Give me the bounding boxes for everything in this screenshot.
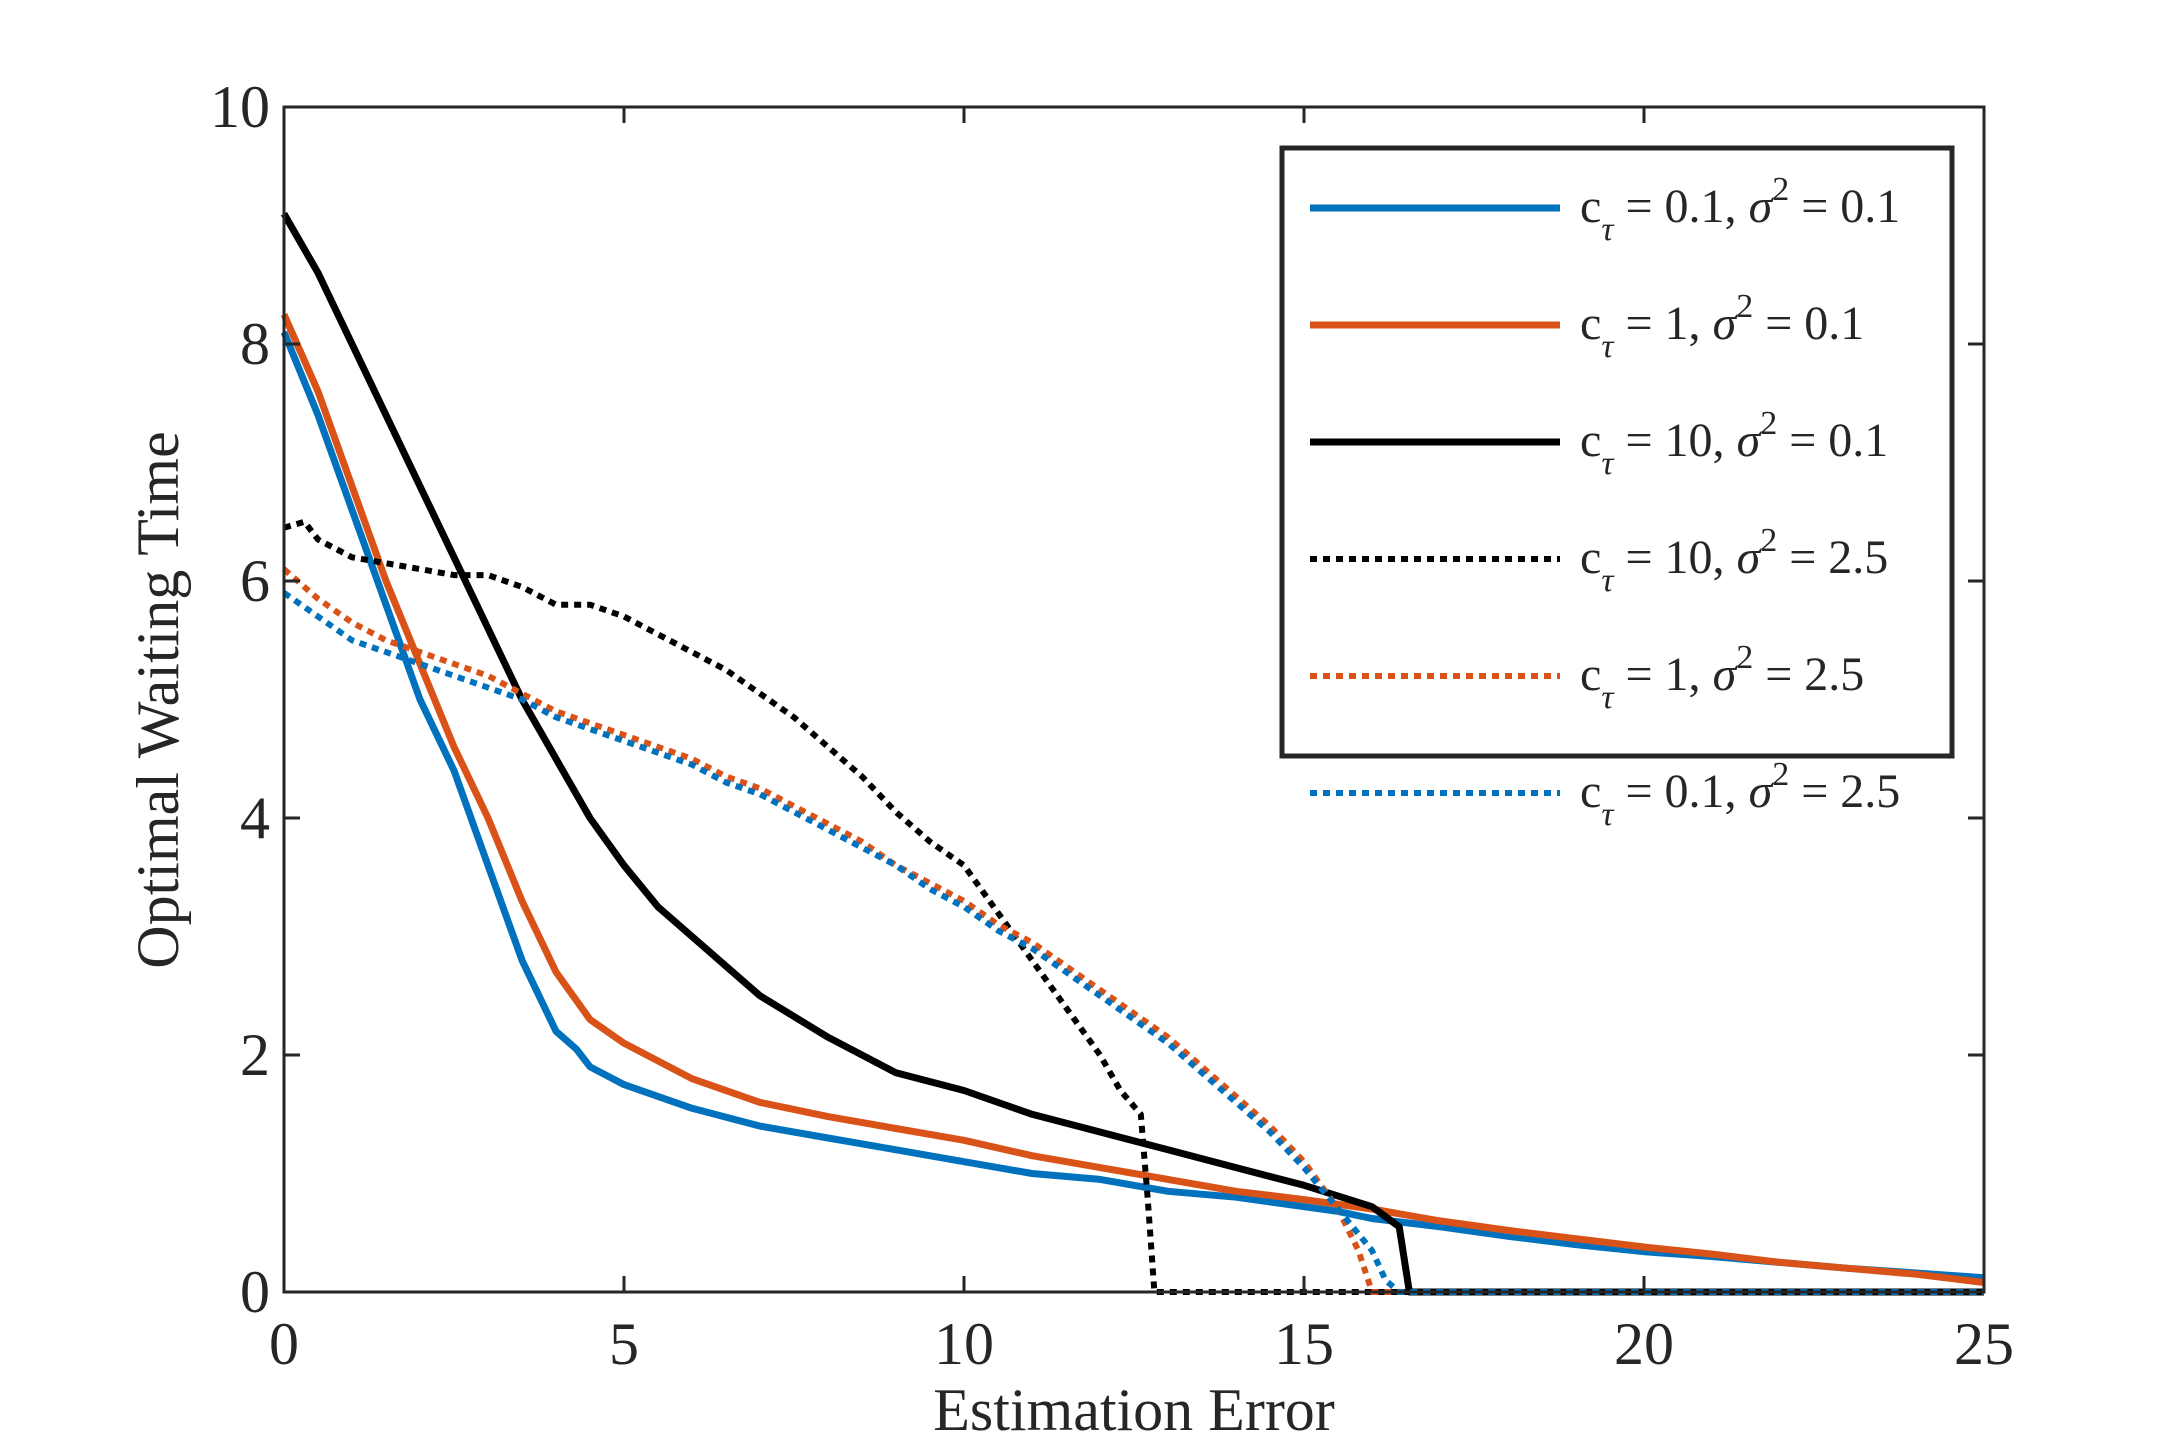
legend-label-4: cτ = 10, σ2 = 2.5 — [1580, 522, 1888, 599]
legend-box — [1279, 145, 1955, 759]
y-tick-label: 8 — [240, 311, 270, 377]
y-tick-label: 4 — [240, 785, 270, 851]
series-line-6 — [282, 590, 1984, 1295]
y-axis-title: Optimal Waiting Time — [125, 431, 191, 968]
legend-label-6: cτ = 0.1, σ2 = 2.5 — [1580, 756, 1900, 833]
series-layer — [280, 211, 1985, 1296]
plot-frame — [282, 105, 1986, 1294]
tick-labels-layer: 0 5 10 15 20 25 0 2 4 6 8 10 — [210, 74, 2014, 1377]
y-tick-label: 6 — [240, 548, 270, 614]
ticks-layer — [282, 105, 1986, 1294]
series-line-1 — [280, 330, 1985, 1282]
x-axis-title: Estimation Error — [933, 1377, 1335, 1443]
legend-label-2: cτ = 1, σ2 = 0.1 — [1580, 288, 1864, 365]
series-line-5 — [282, 566, 1984, 1295]
y-tick-label: 10 — [210, 74, 270, 140]
x-tick-label: 15 — [1274, 1311, 1334, 1377]
series-line-2 — [280, 312, 1985, 1286]
legend-label-5: cτ = 1, σ2 = 2.5 — [1580, 639, 1864, 716]
legend-label-3: cτ = 10, σ2 = 0.1 — [1580, 405, 1888, 482]
x-tick-label: 0 — [269, 1311, 299, 1377]
x-tick-label: 10 — [934, 1311, 994, 1377]
legend-entries: cτ = 0.1, σ2 = 0.1 cτ = 1, σ2 = 0.1 cτ = 1… — [1310, 171, 1900, 833]
series-line-4 — [283, 518, 1984, 1295]
x-tick-label: 20 — [1614, 1311, 1674, 1377]
y-tick-label: 2 — [240, 1022, 270, 1088]
x-tick-label: 5 — [609, 1311, 639, 1377]
legend: cτ = 0.1, σ2 = 0.1 cτ = 1, σ2 = 0.1 cτ = 1… — [1279, 145, 1955, 833]
x-tick-label: 25 — [1954, 1311, 2014, 1377]
y-tick-label: 0 — [240, 1259, 270, 1325]
legend-label-1: cτ = 0.1, σ2 = 0.1 — [1580, 171, 1900, 248]
